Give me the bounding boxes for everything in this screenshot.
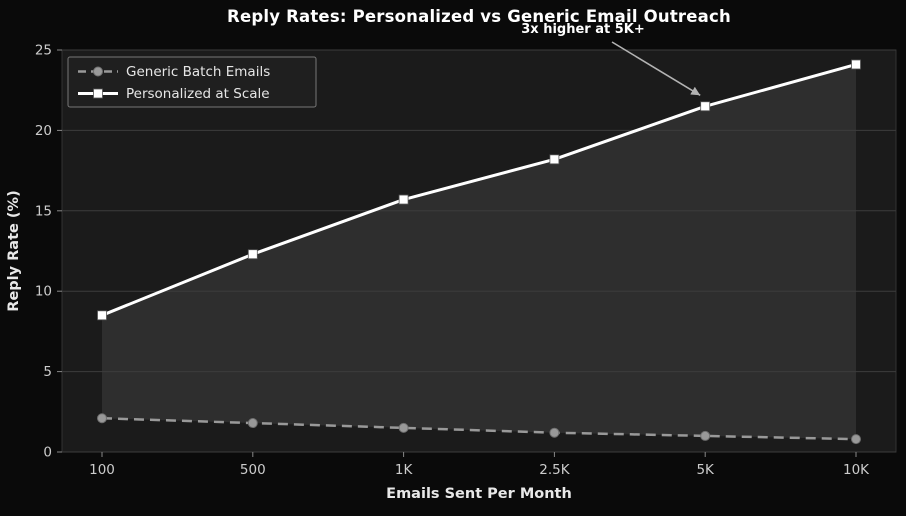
fill-between-area [102, 64, 856, 440]
data-point-marker [851, 434, 861, 445]
data-point-marker [97, 310, 107, 321]
x-tick-label: 10K [843, 462, 870, 478]
x-tick-label: 5K [696, 462, 715, 478]
y-axis-label: Reply Rate (%) [6, 190, 22, 311]
annotation-text: 3x higher at 5K+ [521, 22, 645, 37]
chart-title: Reply Rates: Personalized vs Generic Ema… [227, 7, 731, 26]
legend: Generic Batch Emails Personalized at Scal… [67, 56, 317, 108]
data-point-marker [97, 413, 107, 424]
annotation-arrow [611, 41, 701, 96]
data-point-marker [398, 194, 409, 205]
y-tick-label: 0 [43, 445, 52, 461]
x-tick-label: 2.5K [539, 462, 570, 478]
legend-box [67, 56, 317, 108]
y-tick-label: 20 [35, 123, 52, 139]
legend-marker-sample [93, 88, 103, 99]
data-point-marker [247, 249, 258, 260]
x-tick-label: 100 [89, 462, 115, 478]
x-tick-label: 500 [240, 462, 266, 478]
legend-label: Generic Batch Emails [126, 64, 270, 80]
data-point-marker [247, 418, 258, 429]
series-line-1 [101, 63, 857, 317]
legend-label: Personalized at Scale [126, 86, 270, 102]
data-point-marker [549, 154, 560, 165]
data-point-marker [700, 430, 711, 441]
data-point-marker [549, 427, 560, 438]
data-point-marker [851, 59, 861, 70]
y-tick-label: 25 [35, 43, 52, 59]
y-tick-label: 10 [35, 284, 52, 300]
x-axis-label: Emails Sent Per Month [386, 486, 572, 502]
legend-marker-sample [93, 66, 103, 77]
y-tick-label: 5 [43, 364, 52, 380]
series-line-0 [101, 416, 857, 441]
data-point-marker [398, 422, 409, 433]
y-tick-label: 15 [35, 203, 52, 219]
x-tick-label: 1K [395, 462, 414, 478]
data-point-marker [700, 101, 711, 112]
